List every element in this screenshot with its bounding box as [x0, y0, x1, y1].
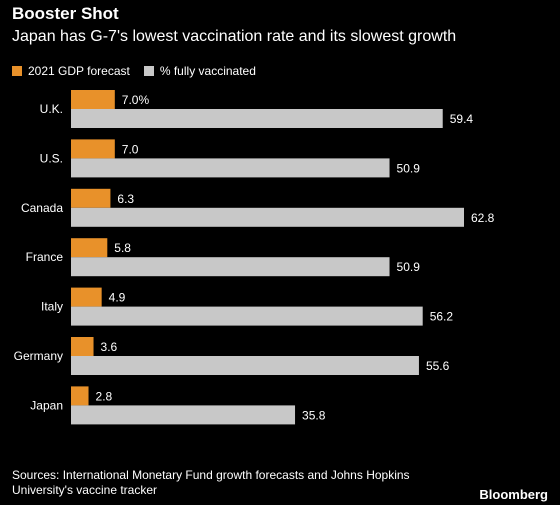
legend-item-vaccinated: % fully vaccinated — [143, 64, 256, 78]
legend-label-vaccinated: % fully vaccinated — [159, 64, 256, 78]
gdp-bar-germany — [71, 337, 94, 356]
gdp-value-label-canada: 6.3 — [117, 192, 134, 206]
vaccinated-value-label-canada: 62.8 — [471, 211, 495, 225]
chart-subtitle: Japan has G-7's lowest vaccination rate … — [12, 28, 457, 45]
category-label-u-k: U.K. — [40, 102, 63, 116]
gdp-value-label-u-s: 7.0 — [122, 142, 139, 156]
gdp-value-label-germany: 3.6 — [101, 340, 118, 354]
gdp-value-label-u-k: 7.0% — [122, 93, 150, 107]
legend-label-gdp: 2021 GDP forecast — [28, 64, 130, 78]
vaccinated-value-label-germany: 55.6 — [426, 359, 450, 373]
gdp-value-label-italy: 4.9 — [109, 291, 126, 305]
vaccinated-value-label-france: 50.9 — [397, 260, 421, 274]
category-label-italy: Italy — [41, 300, 63, 314]
category-label-france: France — [26, 250, 64, 264]
gdp-bar-u-k — [71, 90, 115, 109]
vaccinated-bar-france — [71, 257, 390, 277]
vaccinated-bar-japan — [71, 405, 296, 425]
legend-swatch-vaccinated — [143, 66, 154, 76]
vaccinated-bar-germany — [71, 356, 419, 375]
vaccinated-bar-u-s — [71, 158, 390, 178]
vaccinated-bar-canada — [71, 207, 464, 227]
legend: 2021 GDP forecast % fully vaccinated — [12, 64, 270, 78]
category-label-u-s: U.S. — [40, 151, 63, 165]
gdp-value-label-france: 5.8 — [114, 241, 131, 255]
vaccinated-value-label-u-s: 50.9 — [397, 161, 421, 175]
legend-item-gdp: 2021 GDP forecast — [12, 64, 130, 78]
gdp-bar-u-s — [71, 139, 115, 159]
vaccinated-value-label-japan: 35.8 — [302, 408, 326, 422]
source-note: Sources: International Monetary Fund gro… — [12, 468, 410, 497]
category-label-japan: Japan — [30, 398, 63, 412]
gdp-bar-canada — [71, 188, 111, 208]
gdp-bar-italy — [71, 287, 102, 307]
vaccinated-value-label-u-k: 59.4 — [450, 112, 474, 126]
gdp-bar-france — [71, 238, 108, 258]
vaccinated-bar-italy — [71, 306, 423, 326]
category-label-germany: Germany — [14, 349, 63, 363]
category-label-canada: Canada — [21, 201, 63, 215]
vaccinated-value-label-italy: 56.2 — [430, 310, 454, 324]
gdp-bar-japan — [71, 386, 89, 406]
legend-swatch-gdp — [12, 66, 22, 76]
gdp-value-label-japan: 2.8 — [96, 389, 113, 403]
vaccinated-bar-u-k — [71, 109, 443, 128]
chart-title: Booster Shot — [12, 4, 119, 23]
bloomberg-logo: Bloomberg — [479, 487, 548, 502]
